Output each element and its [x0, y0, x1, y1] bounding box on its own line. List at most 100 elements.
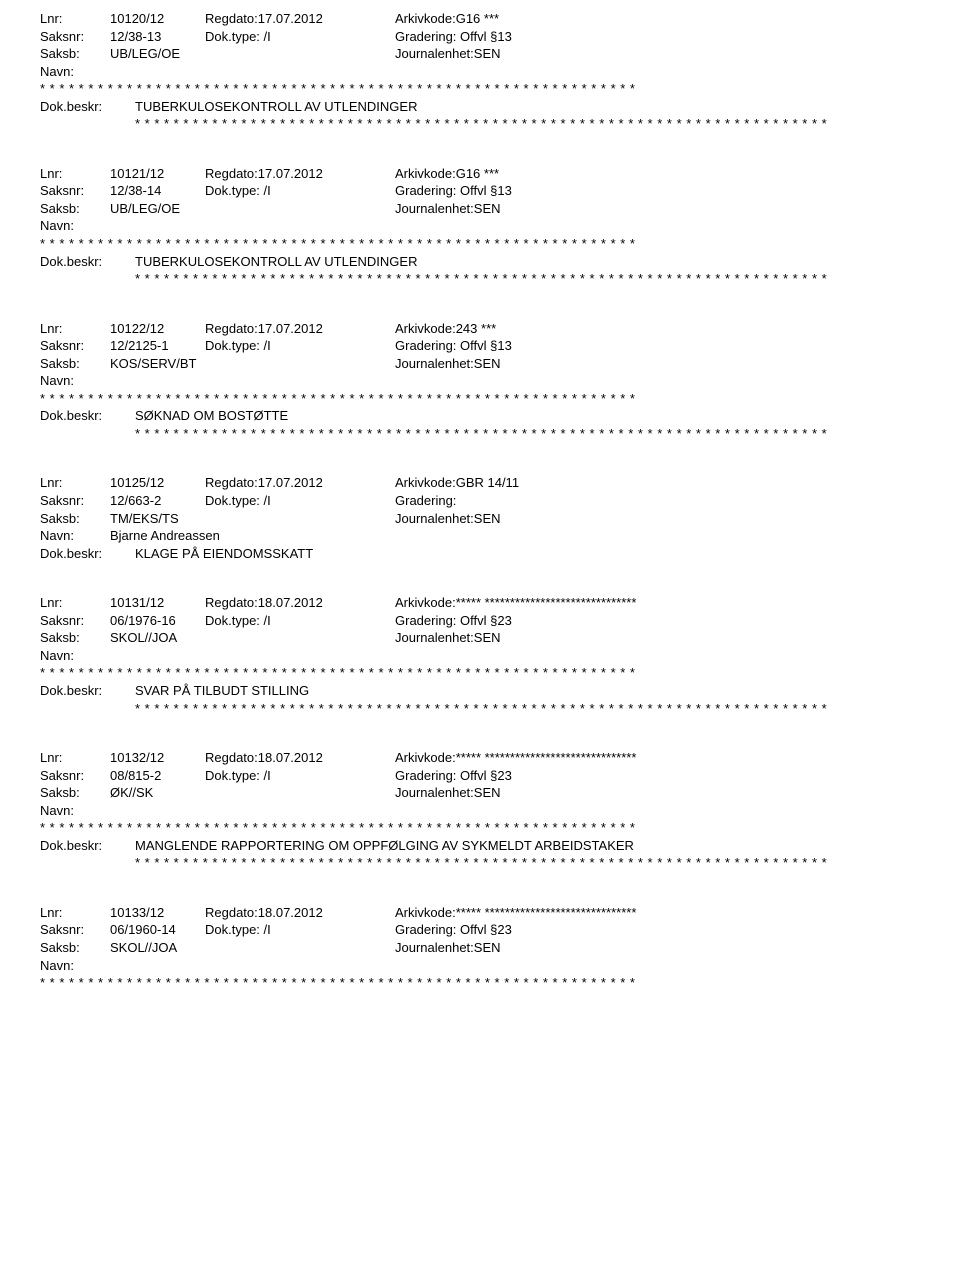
- gradering-cell: Gradering: Offvl §23: [395, 921, 920, 939]
- entry-row-navn: Navn:: [40, 647, 920, 665]
- doktype-value: /I: [264, 768, 271, 783]
- navn-label: Navn:: [40, 957, 110, 975]
- entry-row-navn: Navn:: [40, 802, 920, 820]
- blank-cell: [205, 45, 395, 63]
- arkiv-cell: Arkivkode:***** ************************…: [395, 594, 920, 612]
- doktype-cell: Dok.type: /I: [205, 612, 395, 630]
- entry-row-1: Lnr:10125/12Regdato:17.07.2012Arkivkode:…: [40, 474, 920, 492]
- doktype-value: /I: [264, 29, 271, 44]
- entry-row-3: Saksb:UB/LEG/OEJournalenhet:SEN: [40, 200, 920, 218]
- doktype-label: Dok.type:: [205, 922, 260, 937]
- journal-cell: Journalenhet:SEN: [395, 629, 920, 647]
- beskr-label: Dok.beskr:: [40, 545, 135, 563]
- gradering-cell: Gradering: Offvl §13: [395, 28, 920, 46]
- navn-redaction-stars: * * * * * * * * * * * * * * * * * * * * …: [40, 390, 920, 408]
- entry-row-navn: Navn:: [40, 217, 920, 235]
- saksnr-label: Saksnr:: [40, 182, 110, 200]
- regdato-label: Regdato:: [205, 595, 258, 610]
- lnr-label: Lnr:: [40, 165, 110, 183]
- doktype-value: /I: [264, 338, 271, 353]
- doktype-label: Dok.type:: [205, 183, 260, 198]
- saksb-label: Saksb:: [40, 45, 110, 63]
- lnr-label: Lnr:: [40, 749, 110, 767]
- saksb-label: Saksb:: [40, 629, 110, 647]
- journal-value: SEN: [474, 940, 501, 955]
- journal-label: Journalenhet:: [395, 630, 474, 645]
- journal-cell: Journalenhet:SEN: [395, 784, 920, 802]
- regdato-cell: Regdato:17.07.2012: [205, 165, 395, 183]
- journal-label: Journalenhet:: [395, 356, 474, 371]
- doktype-value: /I: [264, 922, 271, 937]
- beskr-redaction-stars: * * * * * * * * * * * * * * * * * * * * …: [40, 115, 920, 133]
- arkiv-label: Arkivkode:: [395, 595, 456, 610]
- stars-pad: [40, 425, 135, 443]
- gradering-label: Gradering:: [395, 29, 456, 44]
- lnr-label: Lnr:: [40, 474, 110, 492]
- navn-redaction-stars: * * * * * * * * * * * * * * * * * * * * …: [40, 80, 920, 98]
- beskr-label: Dok.beskr:: [40, 98, 135, 116]
- gradering-label: Gradering:: [395, 922, 456, 937]
- stars-pad: [40, 270, 135, 288]
- arkiv-value: GBR 14/11: [456, 475, 519, 490]
- saksnr-value: 12/38-14: [110, 182, 205, 200]
- navn-label: Navn:: [40, 372, 110, 390]
- entry-row-3: Saksb:ØK//SKJournalenhet:SEN: [40, 784, 920, 802]
- saksb-value: ØK//SK: [110, 784, 205, 802]
- arkiv-value: 243 ***: [456, 321, 496, 336]
- blank-cell: [205, 784, 395, 802]
- entry-row-2: Saksnr:06/1976-16Dok.type: /IGradering: …: [40, 612, 920, 630]
- regdato-label: Regdato:: [205, 475, 258, 490]
- entry-row-1: Lnr:10120/12Regdato:17.07.2012Arkivkode:…: [40, 10, 920, 28]
- regdato-cell: Regdato:18.07.2012: [205, 594, 395, 612]
- entry-row-2: Saksnr:12/2125-1Dok.type: /IGradering: O…: [40, 337, 920, 355]
- saksb-value: UB/LEG/OE: [110, 200, 205, 218]
- journal-label: Journalenhet:: [395, 940, 474, 955]
- blank-cell: [205, 200, 395, 218]
- arkiv-label: Arkivkode:: [395, 11, 456, 26]
- beskr-redaction-stars: * * * * * * * * * * * * * * * * * * * * …: [40, 700, 920, 718]
- entry-row-1: Lnr:10121/12Regdato:17.07.2012Arkivkode:…: [40, 165, 920, 183]
- beskr-redaction-stars: * * * * * * * * * * * * * * * * * * * * …: [40, 854, 920, 872]
- beskr-label: Dok.beskr:: [40, 837, 135, 855]
- gradering-value: Offvl §23: [460, 922, 512, 937]
- regdato-cell: Regdato:17.07.2012: [205, 10, 395, 28]
- journal-cell: Journalenhet:SEN: [395, 939, 920, 957]
- beskr-label: Dok.beskr:: [40, 407, 135, 425]
- lnr-label: Lnr:: [40, 10, 110, 28]
- saksnr-value: 12/38-13: [110, 28, 205, 46]
- stars-line: * * * * * * * * * * * * * * * * * * * * …: [135, 270, 827, 288]
- arkiv-label: Arkivkode:: [395, 475, 456, 490]
- beskr-value: SVAR PÅ TILBUDT STILLING: [135, 682, 920, 700]
- regdato-value: 17.07.2012: [258, 321, 323, 336]
- journal-label: Journalenhet:: [395, 46, 474, 61]
- doktype-cell: Dok.type: /I: [205, 28, 395, 46]
- entry-row-1: Lnr:10133/12Regdato:18.07.2012Arkivkode:…: [40, 904, 920, 922]
- entry-row-2: Saksnr:06/1960-14Dok.type: /IGradering: …: [40, 921, 920, 939]
- entry-row-1: Lnr:10131/12Regdato:18.07.2012Arkivkode:…: [40, 594, 920, 612]
- gradering-value: Offvl §13: [460, 183, 512, 198]
- entry-row-2: Saksnr:12/38-13Dok.type: /IGradering: Of…: [40, 28, 920, 46]
- journal-value: SEN: [474, 356, 501, 371]
- entry-row-3: Saksb:SKOL//JOAJournalenhet:SEN: [40, 629, 920, 647]
- journal-cell: Journalenhet:SEN: [395, 355, 920, 373]
- doktype-label: Dok.type:: [205, 338, 260, 353]
- beskr-value: KLAGE PÅ EIENDOMSSKATT: [135, 545, 920, 563]
- journal-label: Journalenhet:: [395, 785, 474, 800]
- arkiv-value: G16 ***: [456, 166, 499, 181]
- journal-entry: Lnr:10132/12Regdato:18.07.2012Arkivkode:…: [40, 749, 920, 872]
- regdato-cell: Regdato:17.07.2012: [205, 474, 395, 492]
- gradering-cell: Gradering: Offvl §23: [395, 767, 920, 785]
- stars-line: * * * * * * * * * * * * * * * * * * * * …: [40, 390, 635, 408]
- doktype-value: /I: [264, 613, 271, 628]
- entry-row-beskr: Dok.beskr:TUBERKULOSEKONTROLL AV UTLENDI…: [40, 98, 920, 116]
- gradering-value: Offvl §13: [460, 338, 512, 353]
- stars-line: * * * * * * * * * * * * * * * * * * * * …: [135, 854, 827, 872]
- doktype-cell: Dok.type: /I: [205, 767, 395, 785]
- gradering-label: Gradering:: [395, 183, 456, 198]
- lnr-value: 10125/12: [110, 474, 205, 492]
- saksnr-value: 06/1960-14: [110, 921, 205, 939]
- journal-entry: Lnr:10131/12Regdato:18.07.2012Arkivkode:…: [40, 594, 920, 717]
- saksnr-value: 06/1976-16: [110, 612, 205, 630]
- journal-entry: Lnr:10125/12Regdato:17.07.2012Arkivkode:…: [40, 474, 920, 562]
- navn-label: Navn:: [40, 647, 110, 665]
